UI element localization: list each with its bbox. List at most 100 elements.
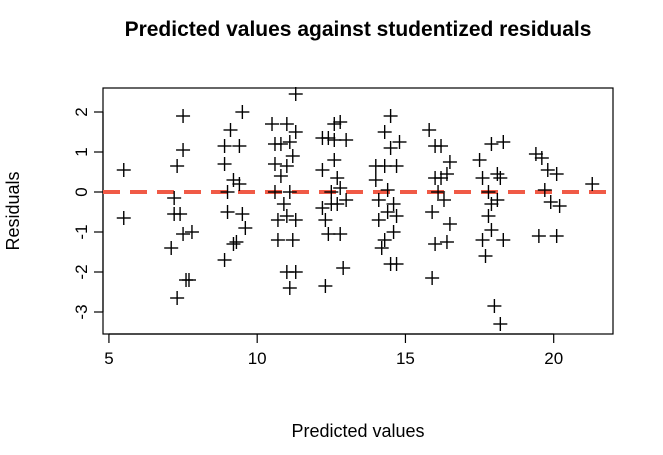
data-point — [167, 191, 182, 205]
data-point — [226, 173, 241, 187]
data-point — [238, 221, 253, 235]
data-point — [493, 317, 508, 331]
data-point — [318, 213, 333, 227]
data-point — [389, 209, 404, 223]
data-point — [288, 213, 303, 227]
y-tick-label: -3 — [72, 304, 91, 319]
data-point — [270, 233, 285, 247]
data-point — [490, 193, 505, 207]
data-point — [232, 139, 247, 153]
data-point — [484, 137, 499, 151]
data-point — [176, 109, 191, 123]
data-point — [181, 273, 196, 287]
x-tick-label: 10 — [248, 349, 267, 368]
data-point — [484, 223, 499, 237]
data-point — [377, 233, 392, 247]
data-point — [220, 205, 235, 219]
data-point — [288, 265, 303, 279]
data-point — [475, 171, 490, 185]
data-point — [327, 117, 342, 131]
data-point — [339, 133, 354, 147]
data-point — [173, 207, 188, 221]
data-point — [481, 209, 496, 223]
data-point — [220, 185, 235, 199]
data-point — [434, 171, 449, 185]
data-point — [431, 185, 446, 199]
data-point — [170, 159, 185, 173]
data-point — [279, 159, 294, 173]
data-point — [235, 207, 250, 221]
data-point — [484, 197, 499, 211]
data-point — [217, 157, 232, 171]
data-point — [315, 163, 330, 177]
data-point — [528, 147, 543, 161]
data-point — [315, 201, 330, 215]
data-point — [549, 167, 564, 181]
data-point — [531, 229, 546, 243]
data-point — [377, 125, 392, 139]
data-point — [273, 137, 288, 151]
data-point — [273, 169, 288, 183]
data-point — [223, 123, 238, 137]
data-point — [333, 227, 348, 241]
data-point — [285, 233, 300, 247]
data-point — [288, 87, 303, 101]
data-point — [374, 241, 389, 255]
data-point — [389, 257, 404, 271]
data-point — [425, 205, 440, 219]
data-point — [425, 271, 440, 285]
data-point — [330, 197, 345, 211]
data-point — [543, 195, 558, 209]
data-point — [285, 149, 300, 163]
data-point — [324, 185, 339, 199]
data-point — [389, 159, 404, 173]
data-point — [493, 171, 508, 185]
data-point — [552, 199, 567, 213]
data-point — [336, 261, 351, 275]
data-point — [184, 225, 199, 239]
data-point — [279, 117, 294, 131]
data-point — [164, 241, 179, 255]
data-point — [496, 233, 511, 247]
data-point — [439, 235, 454, 249]
data-point — [229, 235, 244, 249]
data-point — [282, 281, 297, 295]
data-point — [481, 185, 496, 199]
data-point — [235, 105, 250, 119]
data-point — [380, 205, 395, 219]
data-point — [282, 185, 297, 199]
data-point — [217, 253, 232, 267]
data-point — [327, 153, 342, 167]
data-point — [217, 139, 232, 153]
data-point — [434, 139, 449, 153]
data-point — [487, 299, 502, 313]
data-point — [380, 183, 395, 197]
data-point — [475, 233, 490, 247]
data-point — [371, 213, 386, 227]
data-point — [386, 225, 401, 239]
x-tick-label: 5 — [104, 349, 113, 368]
data-point — [265, 117, 280, 131]
data-point — [279, 209, 294, 223]
y-tick-label: 2 — [72, 107, 91, 116]
data-point — [383, 141, 398, 155]
data-point — [442, 155, 457, 169]
data-point — [276, 197, 291, 211]
data-point — [549, 229, 564, 243]
data-point — [226, 237, 241, 251]
data-point — [478, 249, 493, 263]
data-point — [368, 173, 383, 187]
y-tick-label: -1 — [72, 224, 91, 239]
chart-title: Predicted values against studentized res… — [125, 18, 592, 41]
y-axis-label: Residuals — [3, 171, 23, 250]
data-point — [439, 167, 454, 181]
x-axis: 5 10 15 20 — [104, 333, 563, 368]
data-point — [267, 185, 282, 199]
data-point — [371, 193, 386, 207]
data-point — [534, 151, 549, 165]
data-point — [330, 171, 345, 185]
y-tick-label: 1 — [72, 147, 91, 156]
data-point — [176, 143, 191, 157]
y-tick-label: -2 — [72, 264, 91, 279]
